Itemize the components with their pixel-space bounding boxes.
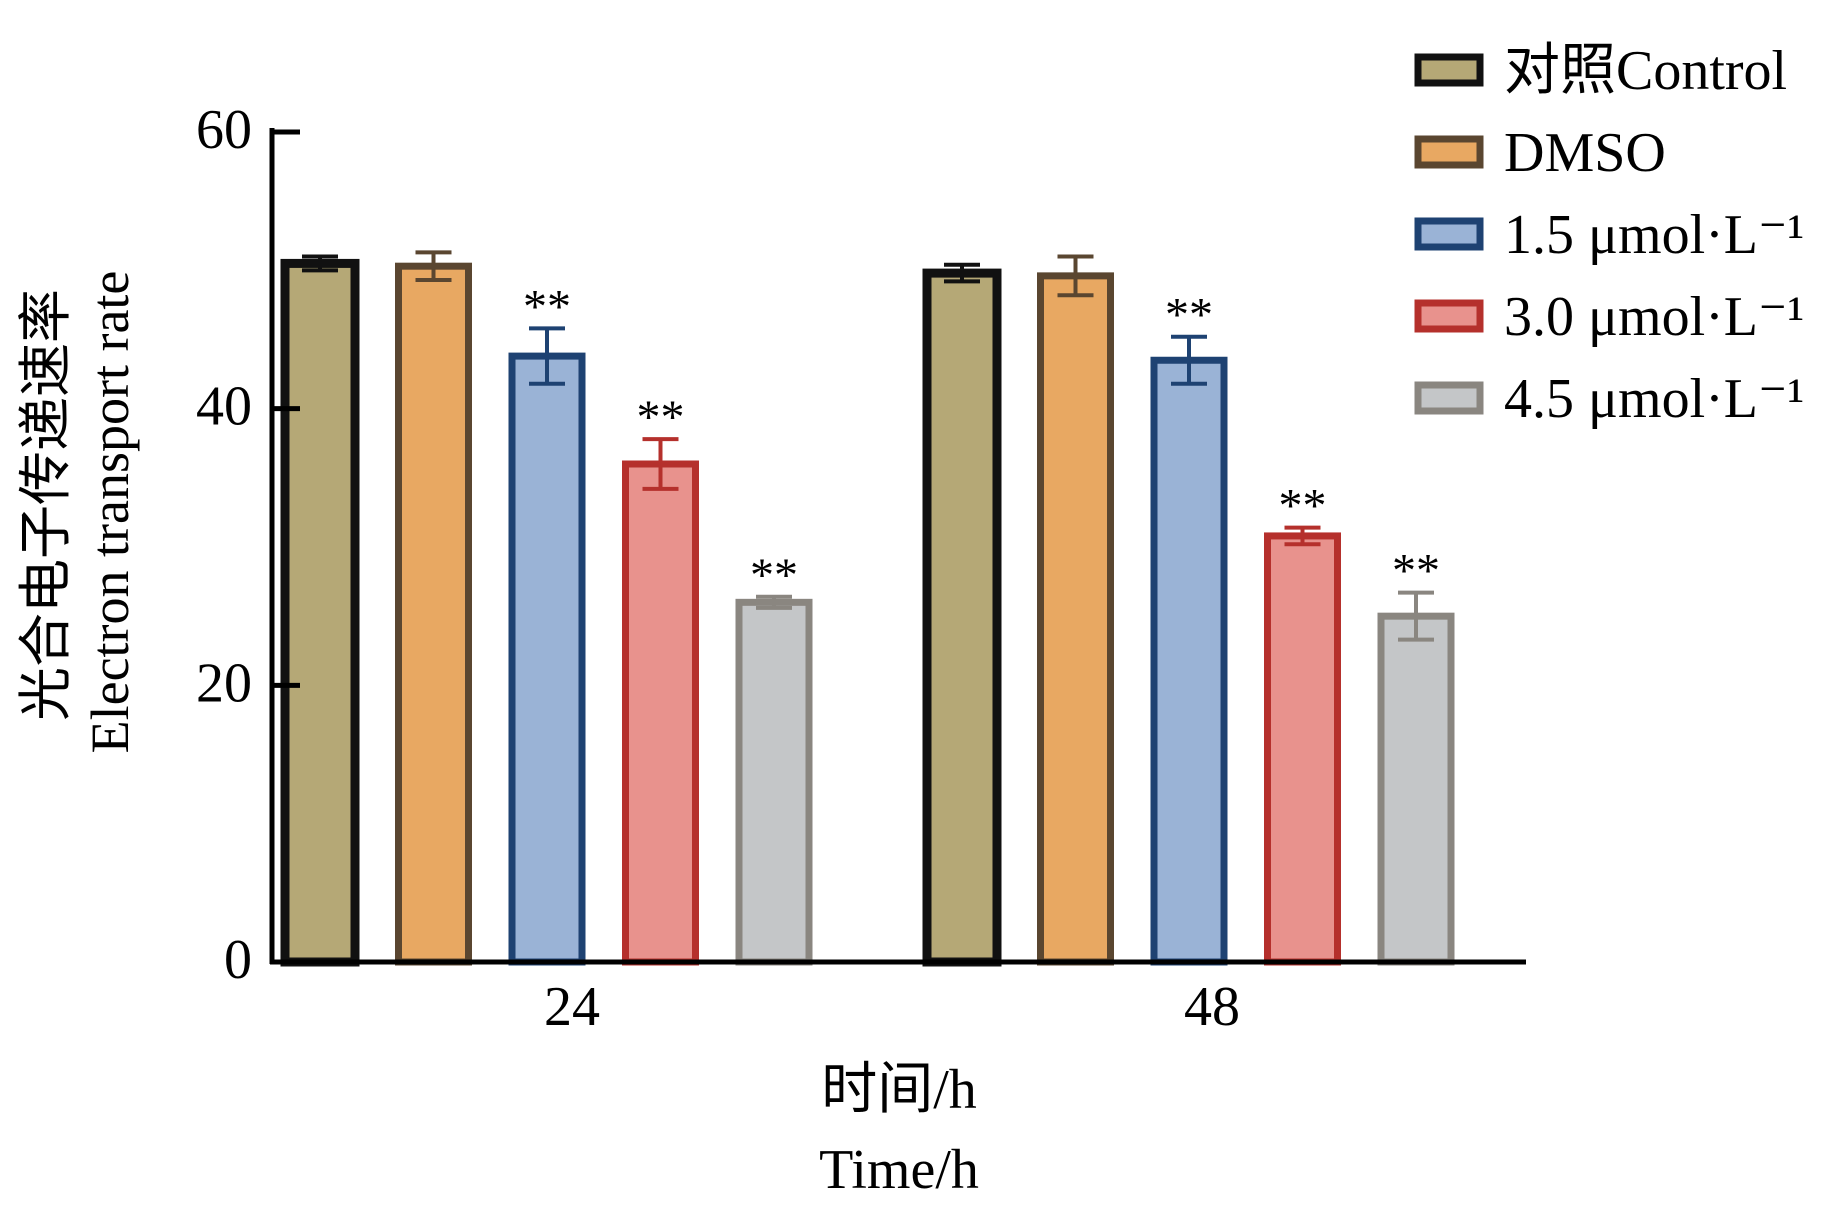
legend-swatch-5 bbox=[1414, 381, 1484, 415]
legend-label-2: DMSO bbox=[1504, 122, 1666, 184]
x-tick-label: 48 bbox=[1184, 976, 1240, 1038]
y-tick-label: 0 bbox=[224, 929, 252, 991]
legend-label-3: 1.5 μmol·L⁻¹ bbox=[1504, 204, 1804, 266]
legend-swatch-1 bbox=[1414, 53, 1484, 87]
y-tick-label: 40 bbox=[196, 376, 252, 438]
legend-label-5: 4.5 μmol·L⁻¹ bbox=[1504, 368, 1804, 430]
significance-label: ** bbox=[750, 549, 798, 602]
y-axis-title-cn: 光合电子传递速率 bbox=[16, 289, 76, 721]
bar-1-24 bbox=[280, 258, 360, 967]
bar-4-48 bbox=[1264, 532, 1341, 966]
y-tick-label: 60 bbox=[196, 99, 252, 161]
legend-swatch-4 bbox=[1414, 299, 1484, 333]
significance-label: ** bbox=[1165, 289, 1213, 342]
y-axis-title-en: Electron transport rate bbox=[80, 271, 140, 754]
legend-swatch-3 bbox=[1414, 217, 1484, 251]
bar-4-24 bbox=[622, 460, 699, 966]
legend-swatch-2 bbox=[1414, 135, 1484, 169]
bar-3-48 bbox=[1150, 356, 1228, 966]
significance-label: ** bbox=[1279, 480, 1327, 533]
labels-layer: ** ** ** ** ** ** 0 20 40 60 24 48 时间/h Time/h 光合电子传递速… bbox=[16, 99, 1440, 1201]
x-axis-title-en: Time/h bbox=[819, 1139, 979, 1201]
bars-layer bbox=[280, 250, 1455, 967]
axes-layer bbox=[269, 128, 1526, 965]
bar-2-24 bbox=[395, 262, 472, 966]
bar-1-48 bbox=[922, 268, 1002, 967]
x-axis-title-cn: 时间/h bbox=[821, 1059, 977, 1121]
significance-label: ** bbox=[637, 391, 685, 444]
bar-5-48 bbox=[1377, 612, 1455, 966]
bar-3-24 bbox=[508, 352, 586, 966]
legend: 对照Control DMSO 1.5 μmol·L⁻¹ 3.0 μmol·L⁻¹ 4.5… bbox=[1414, 40, 1804, 430]
bar-5-24 bbox=[735, 598, 813, 966]
bar-2-48 bbox=[1037, 272, 1114, 966]
significance-label: ** bbox=[1392, 545, 1440, 598]
y-tick-label: 20 bbox=[196, 652, 252, 714]
legend-label-4: 3.0 μmol·L⁻¹ bbox=[1504, 286, 1804, 348]
significance-label: ** bbox=[523, 280, 571, 333]
legend-label-1: 对照Control bbox=[1504, 40, 1787, 102]
x-tick-label: 24 bbox=[544, 976, 600, 1038]
